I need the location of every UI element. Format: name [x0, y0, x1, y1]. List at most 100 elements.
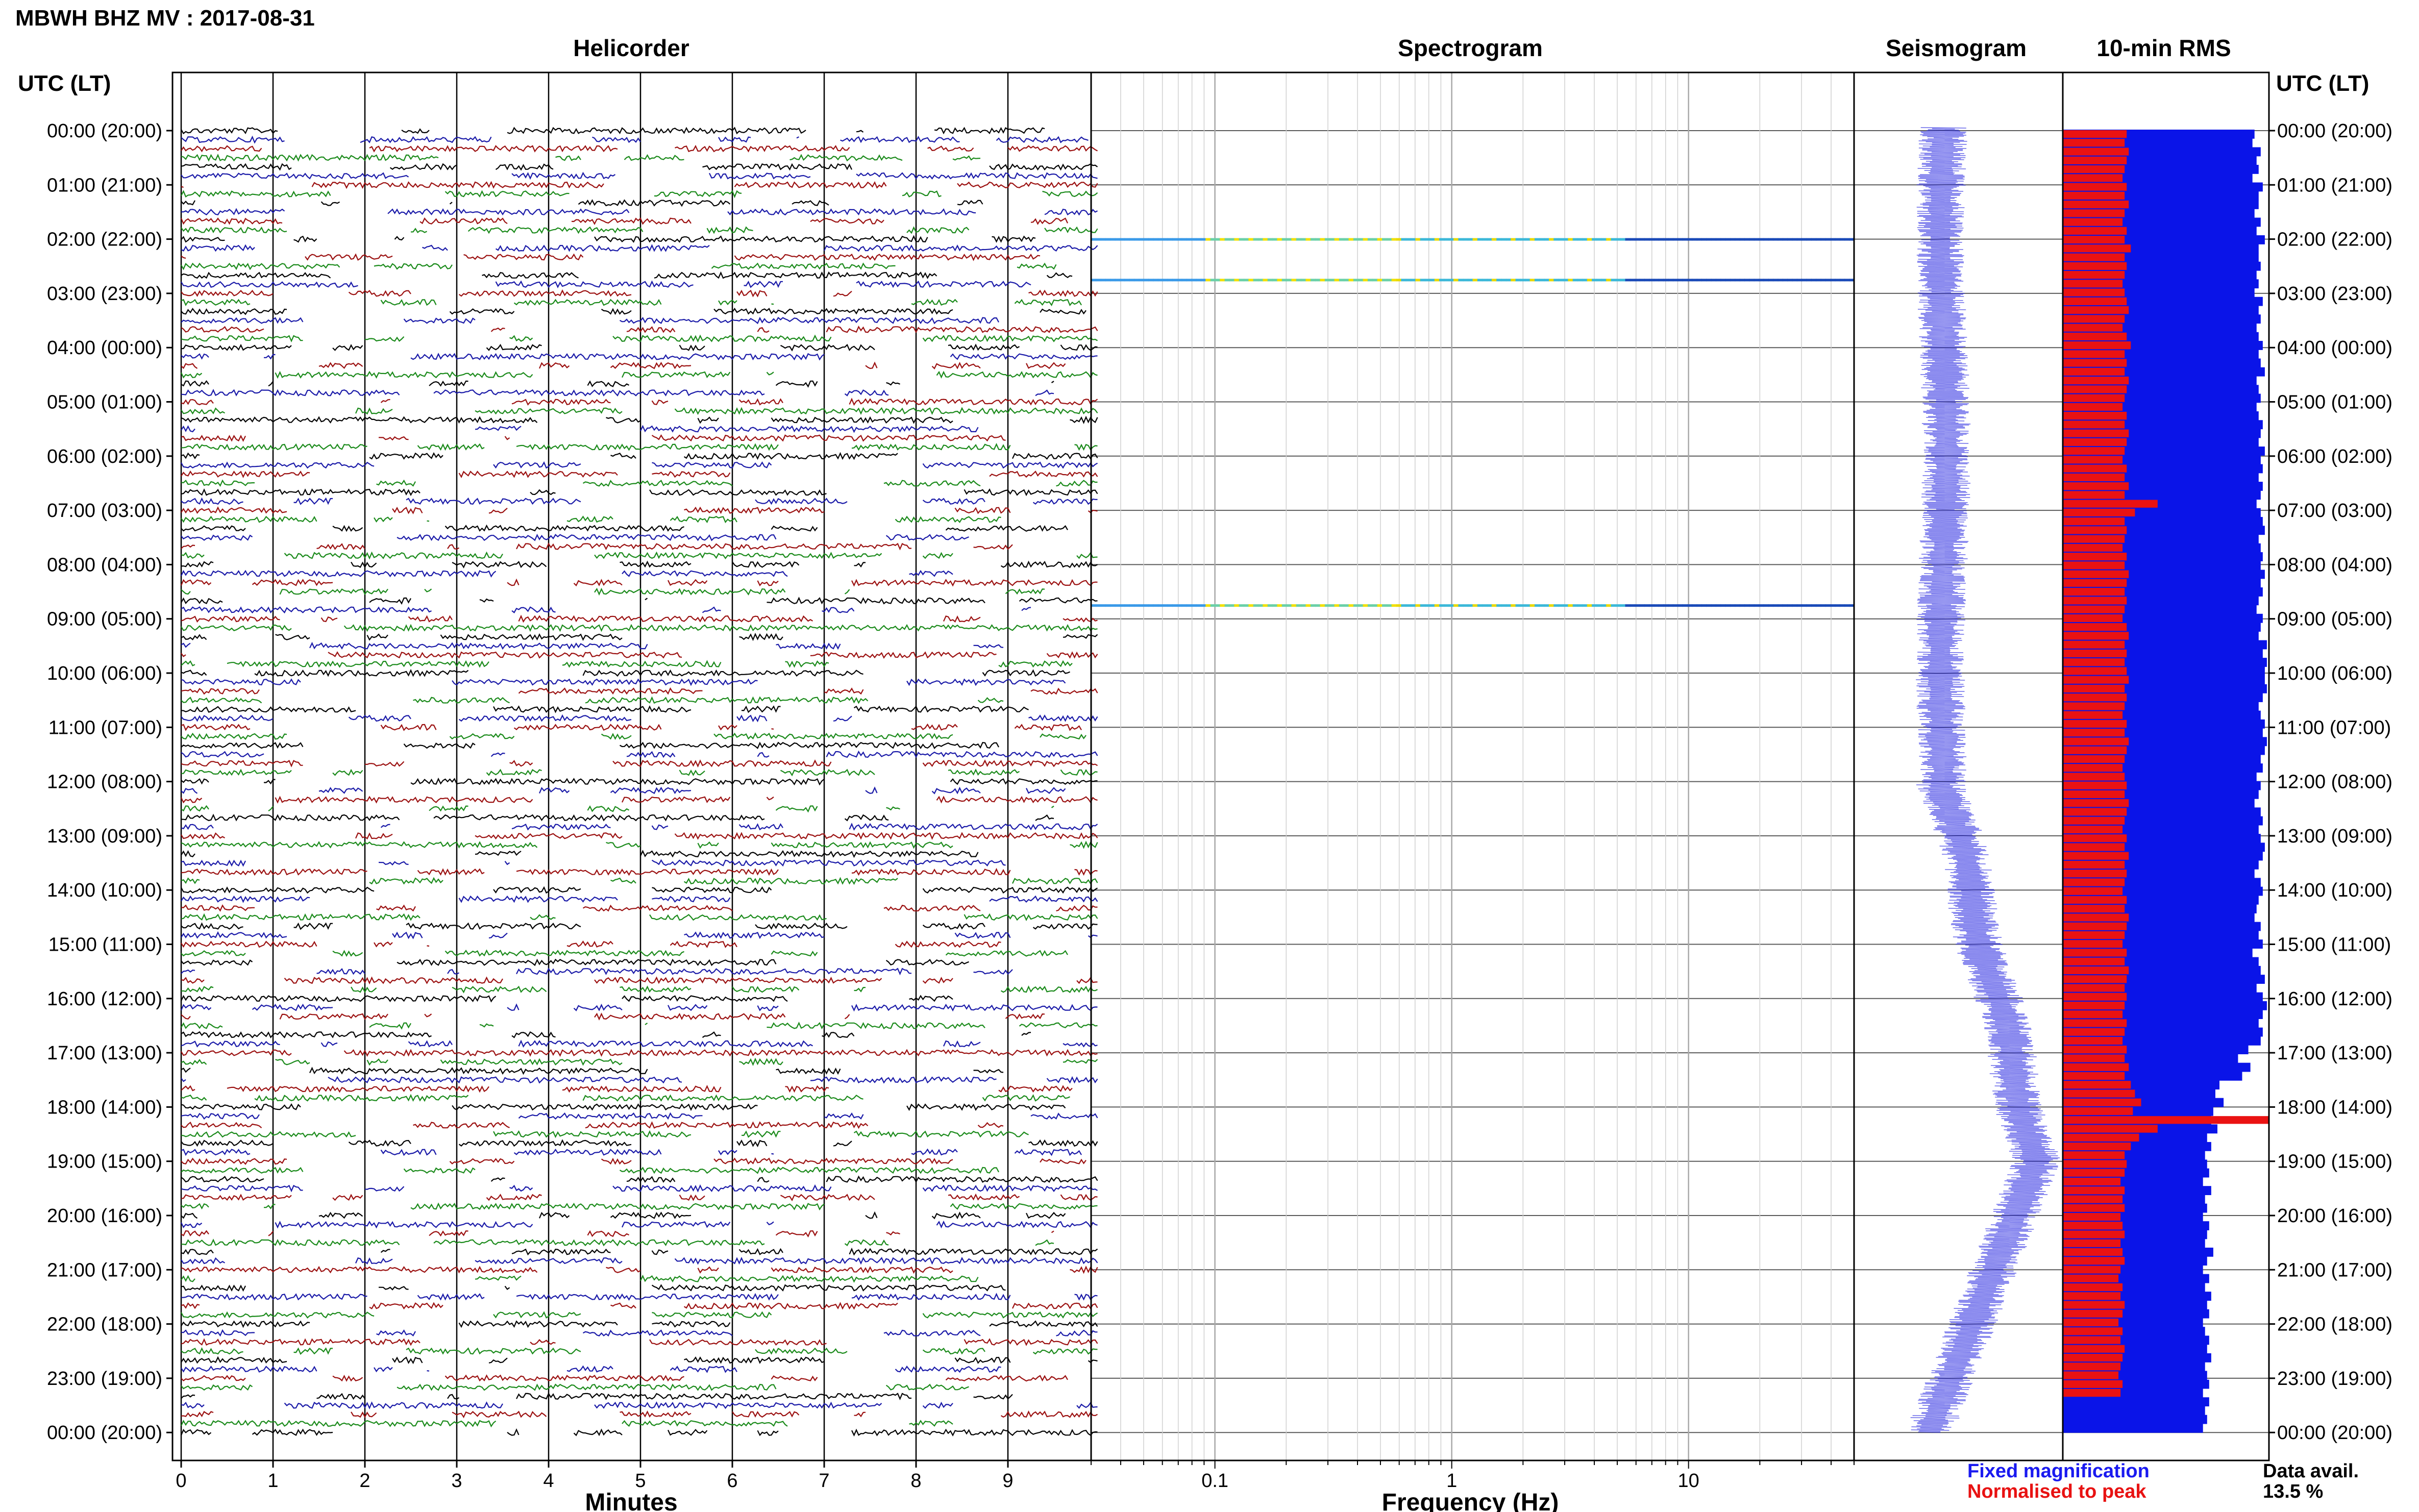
spectrogram-band — [1310, 238, 1316, 241]
rms-bar-normalised — [2063, 1230, 2125, 1238]
row-label-right: 07:00 (03:00) — [2277, 500, 2392, 522]
row-label-left: 23:00 (19:00) — [47, 1368, 162, 1390]
spectrogram-band — [1458, 238, 1464, 241]
helicorder-trace — [181, 181, 1098, 189]
spectrogram-band — [1415, 604, 1421, 607]
spectrogram-band — [1434, 238, 1440, 241]
helicorder-trace — [181, 931, 1098, 939]
spectrogram-band — [1572, 238, 1578, 241]
row-label-left: 05:00 (01:00) — [47, 392, 162, 413]
spectrogram-band — [1677, 238, 1683, 241]
spectrogram-band — [1615, 238, 1621, 241]
row-label-right: 09:00 (05:00) — [2277, 609, 2392, 630]
helicorder-trace — [181, 551, 1098, 560]
spectrogram-band — [1234, 238, 1240, 241]
spectrogram-band — [1534, 238, 1540, 241]
spectrogram-band — [1496, 279, 1502, 282]
spectrogram-band — [1677, 279, 1683, 282]
spectrogram-band — [1291, 604, 1297, 607]
rms-bar-normalised — [2063, 412, 2127, 420]
helicorder-trace — [181, 280, 1031, 289]
rms-bar-normalised — [2063, 1010, 2123, 1019]
rms-bar-normalised — [2063, 1177, 2121, 1186]
spectrogram-band — [1411, 238, 1416, 241]
spectrogram-band — [1701, 604, 1707, 607]
spectrogram-band — [1801, 279, 1807, 282]
spectrogram-band — [1820, 604, 1826, 607]
spectrogram-band — [1730, 604, 1736, 607]
helicorder-trace — [181, 759, 1098, 768]
rms-bar-normalised — [2063, 764, 2123, 772]
rms-bar-normalised — [2063, 878, 2125, 886]
row-label-left: 15:00 (11:00) — [48, 934, 162, 956]
helicorder-trace — [181, 542, 1013, 551]
spectrogram-band — [1663, 604, 1669, 607]
spectrogram-band — [1458, 604, 1464, 607]
spectrogram-band — [1601, 279, 1607, 282]
spectrogram-band — [1315, 604, 1321, 607]
helicorder-trace — [181, 154, 981, 162]
row-label-left: 21:00 (17:00) — [47, 1259, 162, 1281]
row-label-right: 11:00 (07:00) — [2277, 717, 2391, 738]
spectrogram-band — [1806, 604, 1812, 607]
spectrogram-band — [1496, 238, 1502, 241]
spectrogram-band — [1839, 238, 1845, 241]
spectrogram-band — [1396, 279, 1402, 282]
rms-bar-normalised — [2063, 1301, 2125, 1309]
spectrogram-band — [1472, 604, 1478, 607]
spectrogram-band — [1830, 279, 1836, 282]
spectrogram-band — [1778, 604, 1783, 607]
spectrogram-band — [1801, 604, 1807, 607]
spectrogram-band — [1305, 279, 1311, 282]
rms-bar-normalised — [2063, 597, 2127, 605]
spectrogram-band — [1716, 279, 1721, 282]
spectrogram-band — [1172, 604, 1178, 607]
spectrogram-band — [1835, 279, 1840, 282]
spectrogram-band — [1210, 238, 1216, 241]
spectrogram-band — [1735, 238, 1740, 241]
spectrogram-band — [1458, 279, 1464, 282]
row-label-right: 15:00 (11:00) — [2277, 934, 2391, 956]
spectrogram-band — [1344, 279, 1349, 282]
row-label-right: 22:00 (18:00) — [2277, 1314, 2392, 1335]
spectrogram-band — [1587, 604, 1593, 607]
helicorder-trace — [181, 1338, 1098, 1346]
spectrogram-band — [1287, 279, 1292, 282]
spectrogram-band — [1754, 238, 1760, 241]
row-label-right: 16:00 (12:00) — [2277, 988, 2392, 1010]
helicorder-trace — [181, 1256, 1098, 1265]
spectrogram-band — [1849, 238, 1855, 241]
helicorder-trace — [181, 199, 983, 207]
spectrogram-band — [1296, 238, 1302, 241]
helicorder-trace — [181, 135, 1089, 144]
helicorder-trace — [181, 705, 1029, 713]
spectrogram-band — [1520, 238, 1526, 241]
rms-bar-normalised — [2063, 438, 2127, 447]
spectrogram-band — [1215, 604, 1221, 607]
helicorder-trace — [181, 470, 1098, 479]
helicorder-trace — [181, 262, 1057, 270]
row-label-left: 08:00 (04:00) — [47, 554, 162, 576]
spectrogram-band — [1301, 238, 1306, 241]
helicorder-trace — [181, 1184, 1098, 1193]
spectrogram-band — [1635, 279, 1640, 282]
spectrogram-band — [1825, 238, 1831, 241]
helicorder-trace — [181, 253, 1041, 261]
helicorder-trace — [181, 976, 1098, 985]
spectrogram-band — [1820, 238, 1826, 241]
spectrogram-band — [1782, 604, 1788, 607]
minute-tick-label: 6 — [727, 1470, 737, 1492]
spectrogram-band — [1105, 604, 1111, 607]
spectrogram-band — [1553, 238, 1559, 241]
spectrogram-band — [1639, 238, 1645, 241]
spectrogram-band — [1348, 604, 1354, 607]
rms-bar-normalised — [2063, 1222, 2123, 1230]
helicorder-trace — [181, 922, 1098, 930]
spectrogram-band — [1649, 604, 1655, 607]
spectrogram-band — [1658, 238, 1664, 241]
minute-tick-label: 8 — [910, 1470, 921, 1492]
rms-bar-normalised — [2063, 1257, 2125, 1265]
spectrogram-band — [1482, 279, 1488, 282]
helicorder-trace — [181, 271, 1073, 279]
